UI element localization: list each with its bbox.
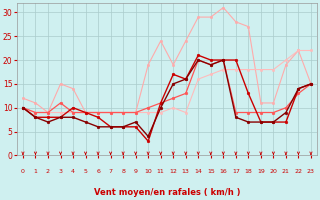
X-axis label: Vent moyen/en rafales ( km/h ): Vent moyen/en rafales ( km/h ) <box>94 188 240 197</box>
